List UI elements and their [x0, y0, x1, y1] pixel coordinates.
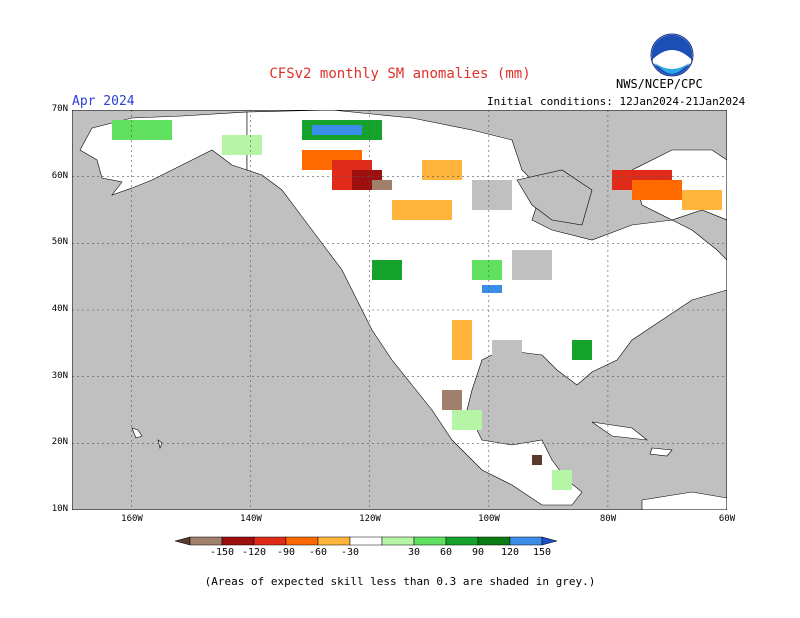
colorbar-tick-label: -60 — [308, 547, 328, 558]
colorbar — [174, 536, 558, 546]
lon-label: 160W — [121, 514, 143, 524]
agency-label: NWS/NCEP/CPC — [616, 77, 703, 91]
colorbar-cell — [477, 536, 511, 546]
colorbar-tick-label: -150 — [209, 547, 235, 558]
colorbar-cell — [253, 536, 287, 546]
colorbar-cell — [189, 536, 223, 546]
colorbar-cell — [413, 536, 447, 546]
lon-label: 100W — [478, 514, 500, 524]
lon-label: 120W — [359, 514, 381, 524]
colorbar-cell — [174, 536, 191, 546]
colorbar-tick-label: 30 — [407, 547, 421, 558]
land-masses — [79, 110, 727, 510]
skill-note: (Areas of expected skill less than 0.3 a… — [204, 575, 596, 588]
lon-label: 60W — [718, 514, 736, 524]
colorbar-tick-label: 120 — [500, 547, 520, 558]
lat-label: 10N — [51, 504, 68, 514]
no-skill-areas — [242, 180, 552, 358]
lat-label: 30N — [51, 371, 68, 381]
colorbar-tick-label: 90 — [471, 547, 485, 558]
initial-conditions: Initial conditions: 12Jan2024-21Jan2024 — [487, 95, 746, 108]
colorbar-tick-label: 60 — [439, 547, 453, 558]
colorbar-cell — [381, 536, 415, 546]
colorbar-cell — [509, 536, 543, 546]
lon-label: 140W — [240, 514, 262, 524]
lat-label: 50N — [51, 237, 68, 247]
colorbar-cell — [285, 536, 319, 546]
map-title: CFSv2 monthly SM anomalies (mm) — [269, 66, 531, 82]
lat-label: 70N — [51, 104, 68, 114]
colorbar-tick-label: -90 — [276, 547, 296, 558]
noaa-logo — [650, 33, 694, 77]
colorbar-tick-label: 150 — [532, 547, 552, 558]
lon-label: 80W — [599, 514, 617, 524]
colorbar-tick-label: -120 — [241, 547, 267, 558]
lat-label: 40N — [51, 304, 68, 314]
lat-label: 60N — [51, 171, 68, 181]
colorbar-cell — [221, 536, 255, 546]
anomaly-cells — [112, 120, 722, 490]
graticule — [72, 110, 727, 510]
colorbar-cell — [317, 536, 351, 546]
lat-label: 20N — [51, 437, 68, 447]
soil-moisture-map — [72, 110, 727, 510]
colorbar-cell — [445, 536, 479, 546]
forecast-month: Apr 2024 — [72, 94, 135, 109]
colorbar-tick-label: -30 — [340, 547, 360, 558]
colorbar-cell — [541, 536, 558, 546]
colorbar-cell — [349, 536, 383, 546]
